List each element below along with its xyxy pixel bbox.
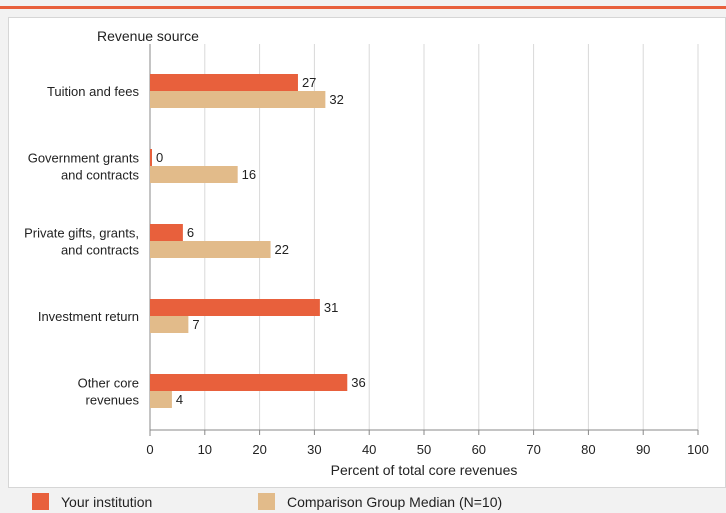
bar-s1-c2	[150, 241, 271, 258]
bar-label-s0-c1: 0	[156, 150, 163, 165]
x-tick-label-0: 0	[146, 442, 153, 457]
x-tick-label-50: 50	[417, 442, 431, 457]
category-label-2-1: and contracts	[61, 243, 140, 258]
x-tick-label-60: 60	[472, 442, 486, 457]
legend-label-your-institution: Your institution	[61, 493, 153, 510]
bar-s0-c3	[150, 299, 320, 316]
legend-item-comparison-median: Comparison Group Median (N=10)	[258, 493, 502, 510]
category-label-1-1: and contracts	[61, 168, 140, 183]
category-label-1-0: Government grants	[28, 151, 140, 166]
bar-label-s1-c4: 4	[176, 392, 183, 407]
bar-s1-c3	[150, 316, 189, 333]
legend-swatch-your-institution	[32, 493, 49, 510]
bar-label-s1-c2: 22	[275, 242, 289, 257]
bar-label-s0-c4: 36	[351, 375, 365, 390]
x-tick-label-40: 40	[362, 442, 376, 457]
x-tick-label-80: 80	[581, 442, 595, 457]
x-tick-label-100: 100	[687, 442, 709, 457]
category-label-4-1: revenues	[86, 393, 140, 408]
bar-s0-c0	[150, 74, 298, 91]
legend-swatch-comparison-median	[258, 493, 275, 510]
legend-item-your-institution: Your institution	[32, 493, 152, 510]
x-tick-label-10: 10	[198, 442, 212, 457]
x-tick-label-30: 30	[307, 442, 321, 457]
x-tick-label-70: 70	[526, 442, 540, 457]
chart-panel	[8, 17, 726, 488]
bar-label-s1-c3: 7	[192, 317, 199, 332]
bar-s0-c4	[150, 374, 348, 391]
bar-s1-c4	[150, 391, 172, 408]
category-label-2-0: Private gifts, grants,	[24, 226, 139, 241]
x-axis-title: Percent of total core revenues	[331, 462, 518, 478]
bar-s1-c0	[150, 91, 326, 108]
chart-legend: Your institution Comparison Group Median…	[0, 490, 726, 513]
bar-label-s1-c0: 32	[329, 92, 343, 107]
bar-s0-c2	[150, 224, 183, 241]
top-accent-rule	[0, 6, 726, 9]
bar-label-s0-c3: 31	[324, 300, 338, 315]
bar-label-s0-c0: 27	[302, 75, 316, 90]
category-axis-title: Revenue source	[97, 28, 199, 44]
legend-label-comparison-median: Comparison Group Median (N=10)	[287, 493, 503, 510]
x-tick-label-20: 20	[252, 442, 266, 457]
bar-s0-c1	[150, 149, 152, 166]
bar-s1-c1	[150, 166, 238, 183]
x-tick-label-90: 90	[636, 442, 650, 457]
category-label-3-0: Investment return	[38, 309, 139, 324]
bar-label-s1-c1: 16	[242, 167, 256, 182]
bar-label-s0-c2: 6	[187, 225, 194, 240]
category-label-4-0: Other core	[78, 376, 139, 391]
category-label-0-0: Tuition and fees	[47, 84, 140, 99]
